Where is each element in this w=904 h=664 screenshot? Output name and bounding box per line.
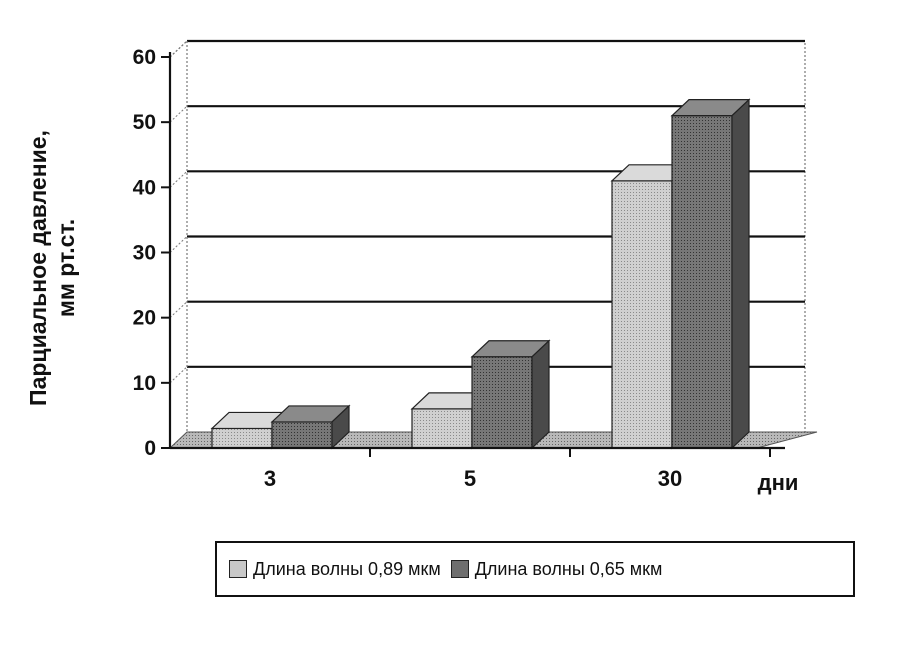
- x-tick-label: 3: [264, 466, 276, 491]
- y-tick-label: 50: [133, 111, 156, 134]
- gridline-side: [169, 170, 188, 188]
- bar: [611, 180, 673, 449]
- gridline-side: [169, 236, 188, 253]
- bar: [271, 421, 333, 449]
- y-axis-label-line1: Парциальное давление,: [25, 130, 51, 406]
- gridline-side: [169, 105, 188, 123]
- bar-group: [670, 98, 751, 450]
- bar-side: [531, 339, 550, 450]
- legend-label-series-2: Длина волны 0,65 мкм: [474, 558, 663, 579]
- bar-group: [470, 339, 551, 450]
- y-tick-label: 60: [133, 46, 156, 69]
- gridline-side: [169, 40, 188, 58]
- x-axis-label: дни: [758, 470, 799, 495]
- tick-labels: 0 10 20 30 40 50 60 3 5 30 дни: [133, 46, 799, 495]
- bar-side: [731, 98, 750, 450]
- y-tick-label: 20: [133, 307, 156, 330]
- bar: [211, 427, 273, 449]
- x-tick-label: 5: [464, 466, 476, 491]
- legend-label-series-1: Длина волны 0,89 мкм: [253, 558, 441, 579]
- bars: [210, 98, 751, 450]
- legend-swatch-dark: [450, 560, 469, 578]
- legend-item-series-2: Длина волны 0,65 мкм: [450, 558, 663, 580]
- y-tick-label: 0: [144, 437, 156, 460]
- y-tick-label: 30: [133, 242, 156, 265]
- axes: [161, 52, 785, 457]
- side-wall-top: [169, 40, 188, 58]
- y-axis-label: Парциальное давление, мм рт.ст.: [24, 88, 80, 448]
- legend-item-series-1: Длина волны 0,89 мкм: [229, 559, 441, 580]
- legend: Длина волны 0,89 мкм Длина волны 0,65 мк…: [215, 541, 855, 597]
- legend-swatch-light: [229, 560, 247, 578]
- bar: [471, 356, 533, 449]
- gridline-side: [169, 301, 188, 319]
- bar-side: [331, 404, 350, 450]
- x-tick-label: 30: [658, 466, 682, 491]
- bar: [671, 115, 733, 449]
- bar-group: [270, 404, 351, 450]
- y-tick-label: 10: [133, 372, 156, 395]
- gridline-side: [169, 366, 188, 384]
- bar: [411, 408, 473, 449]
- y-axis-label-line2: мм рт.ст.: [53, 218, 79, 318]
- y-tick-label: 40: [133, 176, 156, 199]
